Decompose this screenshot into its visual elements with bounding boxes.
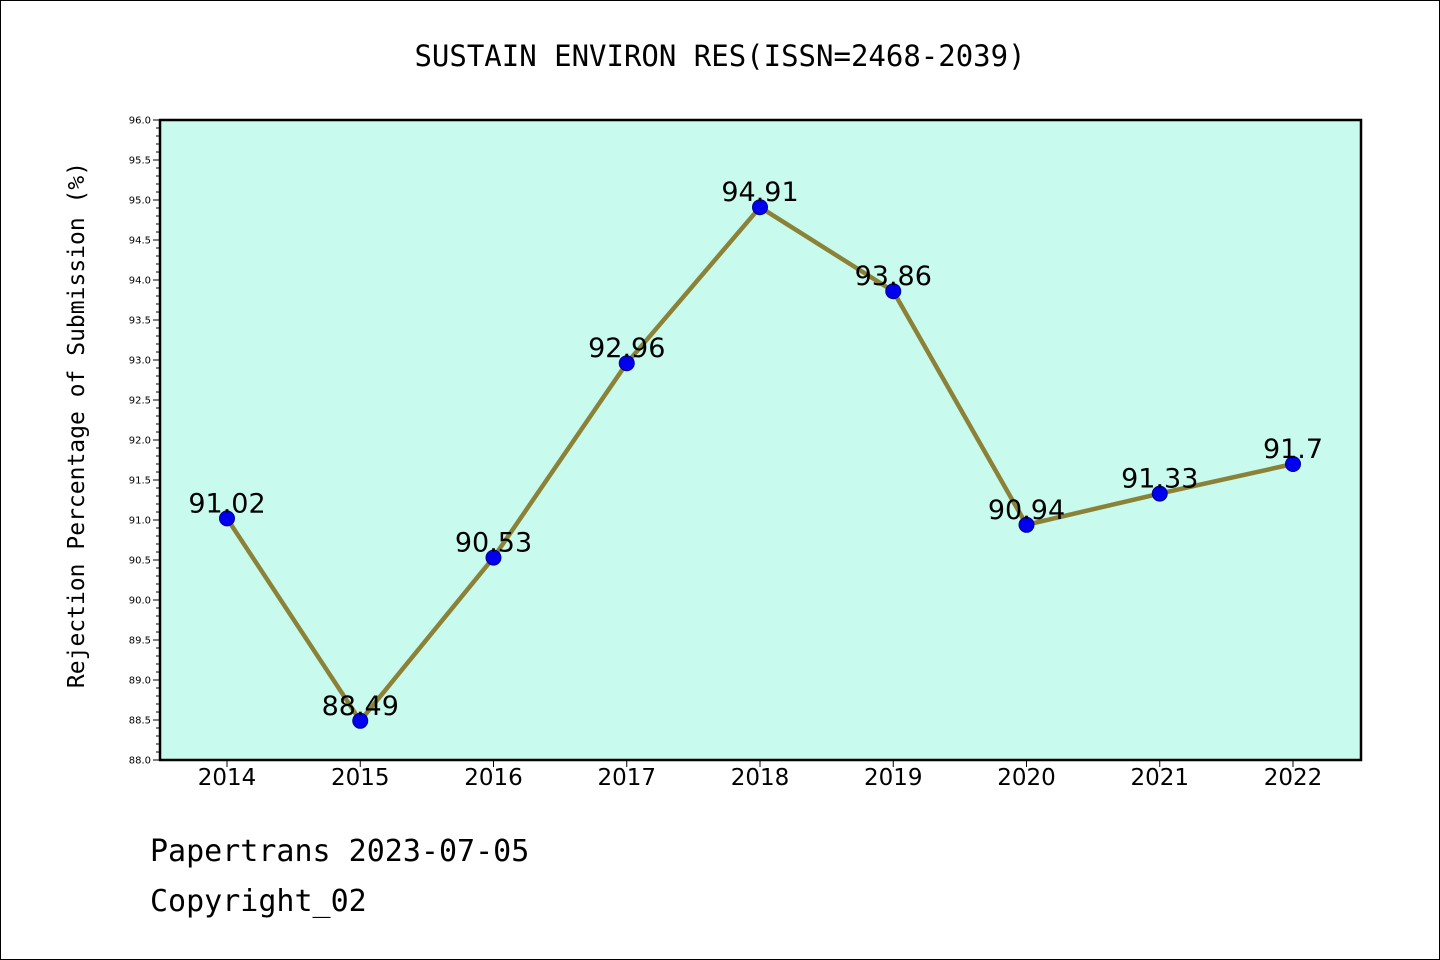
y-tick-label: 91.5 bbox=[129, 476, 151, 487]
data-label: 92.96 bbox=[588, 333, 665, 364]
data-point bbox=[1018, 516, 1035, 533]
x-tick-label: 2022 bbox=[1264, 765, 1323, 791]
plot-border bbox=[158, 118, 1363, 762]
data-label: 93.86 bbox=[855, 261, 932, 292]
series-layer: 91.02 88.49 90.53 92.96 94.91 93.86 90.94 91.33… bbox=[188, 177, 1323, 729]
y-tick-label: 95.5 bbox=[129, 156, 151, 167]
y-tick-label: 90.0 bbox=[129, 596, 151, 607]
data-label: 91.02 bbox=[188, 488, 265, 519]
y-tick-label: 94.5 bbox=[129, 236, 151, 247]
plot-area bbox=[160, 120, 1361, 760]
y-tick-label: 89.5 bbox=[129, 636, 151, 647]
footer-credit: Papertrans 2023-07-05 bbox=[150, 834, 530, 869]
data-point bbox=[219, 510, 235, 527]
x-tick-label: 2014 bbox=[198, 765, 257, 791]
data-label: 88.49 bbox=[322, 691, 399, 722]
chart-title: SUSTAIN ENVIRON RES(ISSN=2468-2039) bbox=[414, 39, 1025, 73]
y-axis-label: Rejection Percentage of Submission (%) bbox=[64, 162, 90, 688]
x-tick-label: 2017 bbox=[597, 765, 656, 791]
y-tick-label: 92.0 bbox=[129, 436, 151, 447]
y-tick-label: 94.0 bbox=[129, 276, 151, 287]
y-tick-label: 90.5 bbox=[129, 556, 151, 567]
y-tick-label: 92.5 bbox=[129, 396, 151, 407]
data-point bbox=[485, 549, 502, 566]
data-label: 90.94 bbox=[988, 495, 1065, 526]
data-point bbox=[1151, 485, 1168, 502]
y-axis: 88.0 88.5 89.0 89.5 90.0 90.5 91.0 91.5 92.0 92.5… bbox=[129, 116, 160, 767]
y-tick-label: 96.0 bbox=[129, 116, 151, 127]
data-point bbox=[1285, 456, 1301, 472]
y-tick-label: 91.0 bbox=[129, 516, 151, 527]
y-tick-label: 88.0 bbox=[129, 756, 151, 767]
x-tick-label: 2016 bbox=[464, 765, 523, 791]
data-point bbox=[752, 199, 768, 216]
y-tick-label: 95.0 bbox=[129, 196, 151, 207]
data-point bbox=[618, 355, 635, 372]
x-tick-label: 2018 bbox=[731, 765, 790, 791]
y-tick-label: 93.5 bbox=[129, 316, 151, 327]
data-label: 90.53 bbox=[455, 528, 532, 559]
data-label: 91.33 bbox=[1121, 464, 1198, 495]
data-label: 91.7 bbox=[1263, 434, 1323, 465]
data-label: 94.91 bbox=[721, 177, 798, 208]
x-tick-label: 2020 bbox=[997, 765, 1056, 791]
x-axis: 2014 2015 2016 2017 2018 2019 2020 2021 2022 bbox=[198, 760, 1323, 791]
data-point bbox=[352, 712, 369, 729]
y-tick-label: 93.0 bbox=[129, 356, 151, 367]
y-tick-label: 89.0 bbox=[129, 676, 151, 687]
y-tick-label: 88.5 bbox=[129, 716, 151, 727]
data-point bbox=[885, 283, 902, 300]
footer-copyright: Copyright_02 bbox=[150, 884, 367, 919]
x-tick-label: 2019 bbox=[864, 765, 923, 791]
x-tick-label: 2021 bbox=[1130, 765, 1189, 791]
x-tick-label: 2015 bbox=[331, 765, 390, 791]
